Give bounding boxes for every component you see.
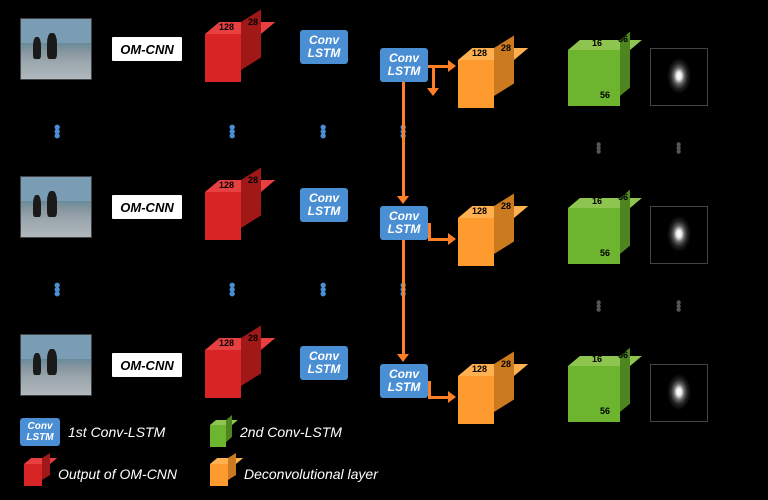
dim-label: 28 bbox=[501, 43, 511, 53]
dim-label: 28 bbox=[496, 409, 506, 419]
lstm-text: LSTM bbox=[308, 205, 341, 218]
dim-label: 28 bbox=[496, 251, 506, 261]
ellipsis-icon: ••• bbox=[588, 300, 606, 311]
lstm-text: LSTM bbox=[308, 363, 341, 376]
arrowhead-icon bbox=[448, 60, 456, 72]
saliency-map bbox=[650, 206, 708, 264]
ellipsis-icon: ••• bbox=[668, 142, 686, 153]
lstm-text: LSTM bbox=[388, 223, 421, 236]
ellipsis-icon: ••• bbox=[588, 142, 606, 153]
legend-text: Deconvolutional layer bbox=[244, 466, 378, 482]
input-frame bbox=[20, 18, 92, 80]
dim-label: 56 bbox=[600, 406, 610, 416]
legend-text: 1st Conv-LSTM bbox=[68, 424, 165, 440]
convlstm-block-2: ConvLSTM bbox=[380, 48, 428, 82]
convlstm-block-2: ConvLSTM bbox=[380, 364, 428, 398]
dim-label: 28 bbox=[496, 93, 506, 103]
convlstm-block-2: ConvLSTM bbox=[380, 206, 428, 240]
dim-label: 56 bbox=[618, 192, 628, 202]
arrowhead-icon bbox=[448, 391, 456, 403]
arrow-icon bbox=[402, 82, 405, 200]
dim-label: 56 bbox=[618, 34, 628, 44]
omcnn-block: OM-CNN bbox=[110, 193, 184, 221]
dim-label: 128 bbox=[472, 48, 487, 58]
dim-label: 56 bbox=[600, 90, 610, 100]
input-frame bbox=[20, 176, 92, 238]
dim-label: 128 bbox=[472, 206, 487, 216]
dim-label: 28 bbox=[501, 201, 511, 211]
lstm-text: LSTM bbox=[308, 47, 341, 60]
arrowhead-icon bbox=[397, 196, 409, 204]
dim-label: 16 bbox=[592, 354, 602, 364]
convlstm-block-1: ConvLSTM bbox=[300, 30, 348, 64]
dim-label: 28 bbox=[243, 225, 253, 235]
dim-label: 128 bbox=[219, 180, 234, 190]
legend-text: 2nd Conv-LSTM bbox=[240, 424, 342, 440]
ellipsis-icon: ••• bbox=[668, 300, 686, 311]
dim-label: 16 bbox=[592, 196, 602, 206]
convlstm-block-1: ConvLSTM bbox=[300, 188, 348, 222]
omcnn-block: OM-CNN bbox=[110, 351, 184, 379]
saliency-map bbox=[650, 48, 708, 106]
input-frame bbox=[20, 334, 92, 396]
arrowhead-icon bbox=[448, 233, 456, 245]
ellipsis-icon: ••• bbox=[46, 282, 67, 295]
dim-label: 28 bbox=[248, 175, 258, 185]
ellipsis-icon: ••• bbox=[221, 124, 242, 137]
dim-label: 128 bbox=[219, 22, 234, 32]
dim-label: 28 bbox=[243, 383, 253, 393]
omcnn-label: OM-CNN bbox=[120, 200, 173, 215]
lstm-text: LSTM bbox=[388, 381, 421, 394]
arrowhead-icon bbox=[427, 88, 439, 96]
dim-label: 28 bbox=[248, 17, 258, 27]
omcnn-block: OM-CNN bbox=[110, 35, 184, 63]
omcnn-label: OM-CNN bbox=[120, 42, 173, 57]
dim-label: 28 bbox=[248, 333, 258, 343]
dim-label: 28 bbox=[501, 359, 511, 369]
dim-label: 56 bbox=[600, 248, 610, 258]
dim-label: 56 bbox=[618, 350, 628, 360]
saliency-map bbox=[650, 364, 708, 422]
ellipsis-icon: ••• bbox=[221, 282, 242, 295]
omcnn-label: OM-CNN bbox=[120, 358, 173, 373]
lstm-text: LSTM bbox=[388, 65, 421, 78]
legend-convlstm-icon: ConvLSTM bbox=[20, 418, 60, 446]
ellipsis-icon: ••• bbox=[312, 124, 333, 137]
ellipsis-icon: ••• bbox=[312, 282, 333, 295]
legend-text: Output of OM-CNN bbox=[58, 466, 177, 482]
convlstm-block-1: ConvLSTM bbox=[300, 346, 348, 380]
dim-label: 128 bbox=[472, 364, 487, 374]
dim-label: 28 bbox=[243, 67, 253, 77]
dim-label: 128 bbox=[219, 338, 234, 348]
arrowhead-icon bbox=[397, 354, 409, 362]
ellipsis-icon: ••• bbox=[46, 124, 67, 137]
arrow-icon bbox=[402, 240, 405, 358]
dim-label: 16 bbox=[592, 38, 602, 48]
